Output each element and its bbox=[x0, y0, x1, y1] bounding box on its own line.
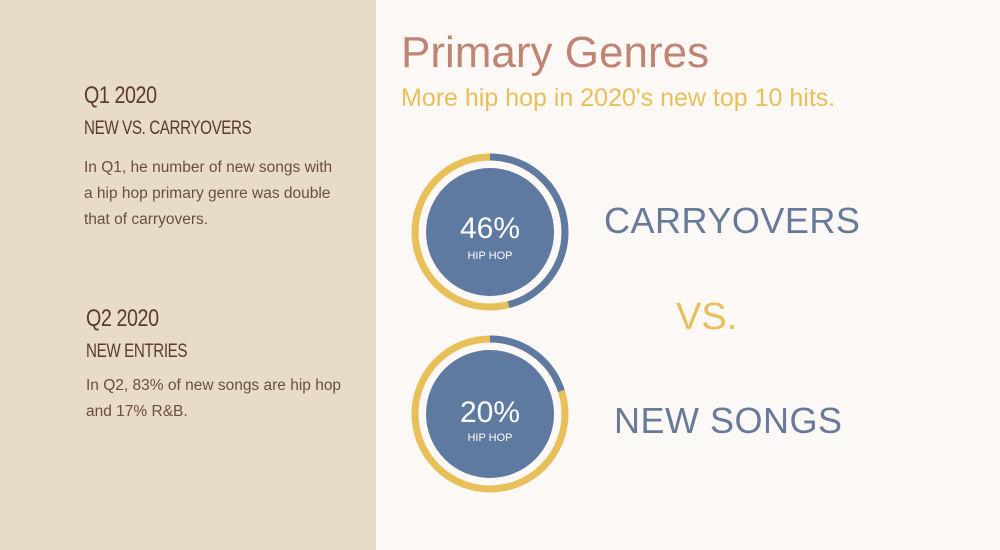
carryovers-center-label: HIP HOP bbox=[467, 250, 513, 262]
q2-subtitle: NEW ENTRIES bbox=[86, 341, 188, 362]
page-subtitle: More hip hop in 2020's new top 10 hits. bbox=[401, 84, 836, 112]
carryovers-label: CARRYOVERS bbox=[604, 200, 861, 241]
new-songs-center-label: HIP HOP bbox=[467, 432, 513, 444]
carryovers-ring-hip-hop bbox=[411, 153, 569, 311]
new-songs-ring-hip-hop bbox=[411, 335, 569, 493]
vs-label: VS. bbox=[676, 296, 738, 338]
q1-title: Q1 2020 bbox=[84, 82, 157, 109]
new-songs-donut-chart: 20% HIP HOP bbox=[410, 334, 570, 494]
carryovers-donut-svg bbox=[411, 153, 569, 311]
new-songs-label: NEW SONGS bbox=[614, 400, 843, 441]
q1-subtitle: NEW VS. CARRYOVERS bbox=[84, 118, 252, 139]
new-songs-inner-disc bbox=[426, 350, 554, 478]
carryovers-donut-chart: 46% HIP HOP bbox=[410, 152, 570, 312]
sidebar-panel: Q1 2020 NEW VS. CARRYOVERS In Q1, he num… bbox=[0, 0, 376, 550]
q2-title: Q2 2020 bbox=[86, 305, 159, 332]
q2-body: In Q2, 83% of new songs are hip hop and … bbox=[86, 377, 342, 420]
carryovers-value-label: 46% bbox=[459, 212, 521, 245]
carryovers-inner-disc bbox=[426, 168, 554, 296]
q1-body: In Q1, he number of new songs with a hip… bbox=[84, 159, 333, 228]
page-title: Primary Genres bbox=[401, 28, 710, 77]
new-songs-donut-svg bbox=[411, 335, 569, 493]
new-songs-value-label: 20% bbox=[459, 396, 521, 429]
